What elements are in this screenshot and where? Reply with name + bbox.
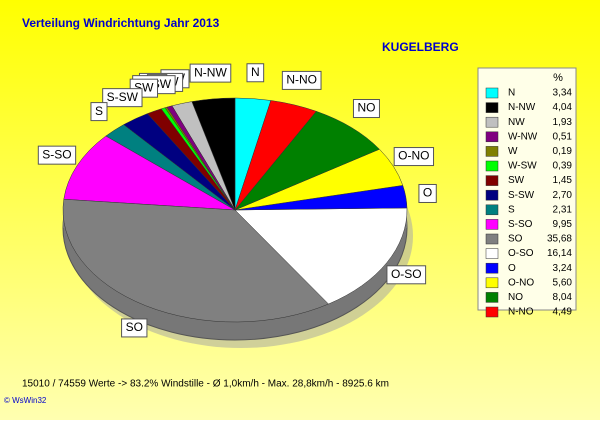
legend-value: 3,24	[553, 263, 573, 274]
legend-value: 35,68	[547, 234, 572, 245]
legend-label: O-SO	[508, 248, 534, 259]
legend-label: O-NO	[508, 277, 534, 288]
legend-label: N-NO	[508, 307, 534, 318]
legend-label: N	[508, 88, 515, 99]
legend-value: 4,04	[553, 102, 573, 113]
legend-swatch	[485, 160, 499, 172]
copyright: © WsWin32	[4, 396, 47, 405]
slice-label: NO	[357, 101, 375, 115]
legend-label: W	[508, 146, 518, 157]
legend-swatch	[485, 219, 499, 230]
slice-label-box	[90, 102, 108, 122]
legend-value: 4,49	[553, 307, 573, 318]
legend-label: SO	[508, 234, 523, 245]
legend-label: NW	[508, 117, 525, 128]
slice-label-box	[386, 265, 427, 285]
legend-value: 2,70	[553, 190, 573, 201]
legend-label: W-NW	[508, 131, 538, 142]
legend-swatch	[485, 116, 499, 128]
legend-swatch	[485, 102, 499, 113]
legend-label: SW	[508, 175, 525, 186]
legend-swatch	[485, 87, 499, 99]
legend-swatch	[485, 306, 499, 318]
slice-label: O	[423, 186, 432, 200]
legend-value: 1,45	[553, 175, 573, 186]
slice-label-box	[352, 99, 380, 119]
slice-label-box	[189, 63, 232, 83]
slice-label: S-SO	[42, 147, 71, 161]
slice-label: SO	[126, 320, 143, 334]
slice-label-box	[102, 88, 143, 108]
footer: 15010 / 74559 Werte -> 83.2% Windstille …	[22, 379, 389, 390]
slice-label: S	[95, 104, 103, 118]
legend-swatch	[485, 248, 499, 259]
legend-swatch	[485, 131, 499, 143]
slice-label: N-NW	[194, 65, 227, 79]
legend-label: S	[508, 204, 515, 215]
legend-header: %	[553, 72, 563, 84]
slice-label-box	[393, 147, 435, 167]
legend-value: 9,95	[553, 219, 573, 230]
legend-value: 5,60	[553, 277, 573, 288]
legend-value: 16,14	[547, 248, 572, 259]
chart-title: Verteilung Windrichtung Jahr 2013	[22, 16, 220, 30]
legend-swatch	[485, 292, 499, 303]
legend-value: 2,31	[553, 204, 573, 215]
pie-slice	[234, 100, 317, 211]
legend-label: NO	[508, 292, 523, 303]
legend-swatch	[485, 277, 499, 289]
legend-swatch	[485, 262, 499, 274]
legend-swatch	[485, 233, 499, 245]
legend-value: 0,51	[553, 131, 573, 142]
legend-label: S-SO	[508, 219, 533, 230]
slice-label: O-SO	[391, 267, 422, 281]
legend-swatch	[485, 189, 499, 201]
slice-label: O-NO	[398, 149, 429, 163]
pie-slice	[234, 207, 408, 305]
legend-label: N-NW	[508, 102, 536, 113]
legend-label: O	[508, 263, 516, 274]
legend-value: 3,34	[553, 88, 573, 99]
legend-label: S-SW	[508, 190, 535, 201]
slice-label-box	[281, 70, 322, 90]
slice-label-box	[121, 318, 148, 338]
slice-label: N	[251, 65, 260, 79]
legend-swatch	[485, 204, 499, 216]
slice-label-box	[418, 183, 437, 203]
slice-label-box	[37, 145, 77, 165]
legend-swatch	[485, 146, 499, 157]
legend-label: W-SW	[508, 161, 537, 172]
slice-label-box	[246, 63, 265, 83]
chart-subtitle: KUGELBERG	[382, 40, 459, 54]
legend-value: 8,04	[553, 292, 573, 303]
legend-swatch	[485, 175, 499, 186]
legend-value: 0,19	[553, 146, 573, 157]
pie-slice	[62, 198, 329, 323]
slice-label: S-SW	[107, 90, 139, 104]
pie-slice	[63, 135, 236, 211]
legend-value: 0,39	[553, 161, 573, 172]
legend-value: 1,93	[553, 117, 573, 128]
slice-label: N-NO	[286, 73, 317, 87]
